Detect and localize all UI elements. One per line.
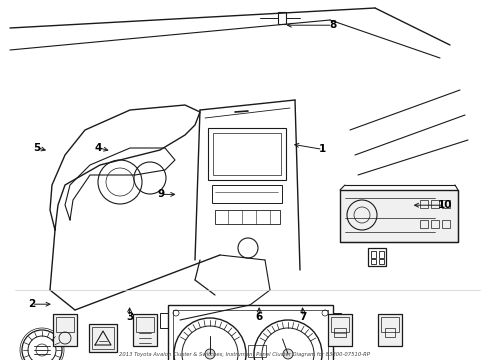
Bar bbox=[53, 314, 77, 346]
Bar bbox=[56, 317, 74, 332]
Bar bbox=[160, 313, 168, 328]
Bar bbox=[430, 200, 438, 208]
Bar bbox=[215, 210, 280, 224]
Bar bbox=[380, 317, 398, 332]
Text: 4: 4 bbox=[94, 143, 102, 153]
Bar bbox=[136, 317, 154, 332]
Bar bbox=[278, 12, 285, 24]
Circle shape bbox=[204, 349, 215, 359]
Bar bbox=[133, 314, 157, 346]
Text: 7: 7 bbox=[299, 312, 306, 322]
Bar bbox=[212, 185, 282, 203]
Text: 5: 5 bbox=[33, 143, 40, 153]
Bar bbox=[367, 248, 385, 266]
Bar bbox=[89, 324, 117, 352]
Bar bbox=[168, 305, 332, 360]
Bar bbox=[384, 328, 394, 337]
Text: 8: 8 bbox=[328, 20, 335, 30]
Text: 2: 2 bbox=[28, 299, 35, 309]
Text: 3: 3 bbox=[126, 312, 133, 322]
Text: 10: 10 bbox=[437, 200, 451, 210]
Bar bbox=[213, 133, 281, 175]
Text: 2013 Toyota Avalon Cluster & Switches, Instrument Panel Cluster Diagram for 8380: 2013 Toyota Avalon Cluster & Switches, I… bbox=[118, 352, 368, 357]
Circle shape bbox=[283, 349, 292, 359]
Bar bbox=[327, 314, 351, 346]
Bar bbox=[378, 259, 383, 264]
Bar bbox=[92, 327, 114, 349]
Bar bbox=[378, 251, 383, 258]
Bar bbox=[207, 128, 285, 180]
Bar bbox=[332, 313, 340, 328]
Bar bbox=[441, 200, 449, 208]
Bar bbox=[330, 317, 348, 332]
Bar bbox=[377, 314, 401, 346]
Bar bbox=[419, 220, 427, 228]
Text: 9: 9 bbox=[158, 189, 164, 199]
Bar bbox=[441, 220, 449, 228]
Bar bbox=[370, 251, 375, 258]
Bar bbox=[333, 328, 346, 337]
Bar bbox=[370, 259, 375, 264]
Bar bbox=[247, 345, 265, 357]
Text: 1: 1 bbox=[319, 144, 325, 154]
Bar bbox=[430, 220, 438, 228]
Bar bbox=[419, 200, 427, 208]
Bar bbox=[339, 190, 457, 242]
Text: 6: 6 bbox=[255, 312, 262, 322]
